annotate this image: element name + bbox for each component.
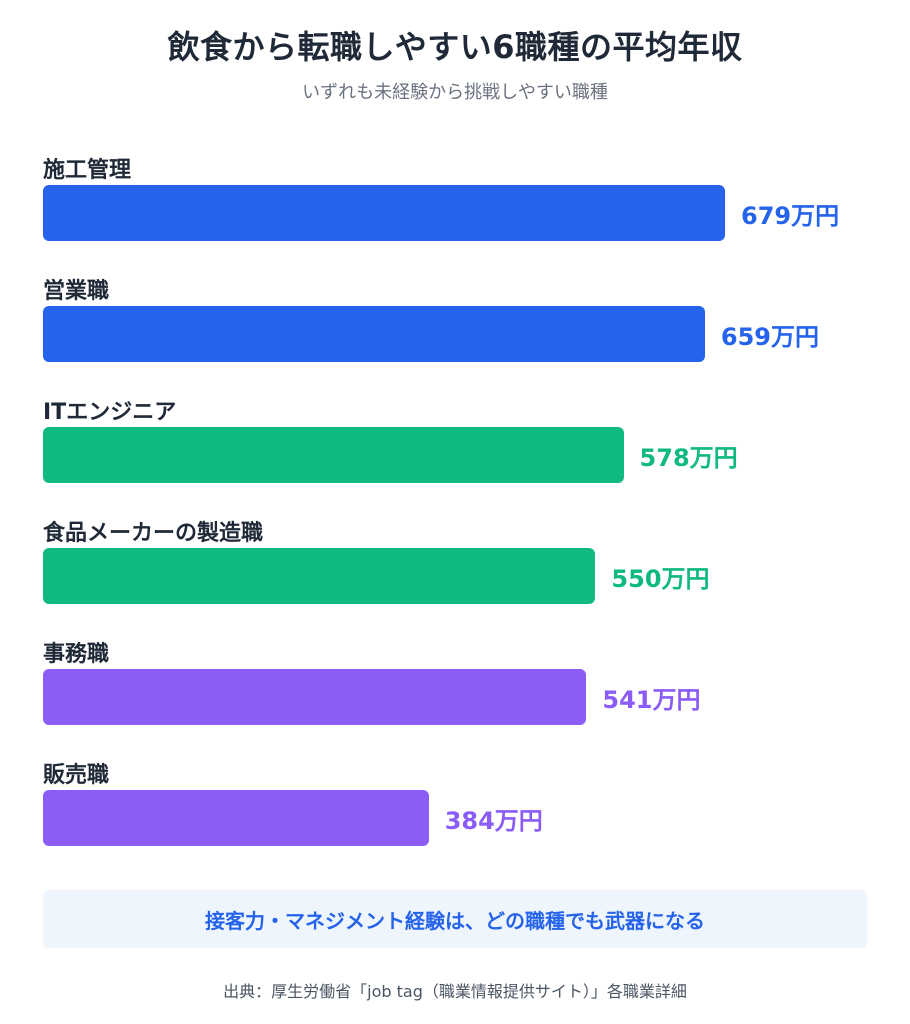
chart-row: 施工管理 679万円 xyxy=(0,152,910,272)
value-label: 541万円 xyxy=(602,686,701,714)
chart-title: 飲食から転職しやすい6職種の平均年収 xyxy=(167,28,743,66)
bar xyxy=(43,306,705,362)
chart-row: 営業職 659万円 xyxy=(0,273,910,393)
chart-subtitle: いずれも未経験から挑戦しやすい職種 xyxy=(302,82,608,103)
chart-row: 販売職 384万円 xyxy=(0,757,910,877)
bar xyxy=(43,185,725,241)
chart-row: 事務職 541万円 xyxy=(0,636,910,756)
bar xyxy=(43,427,624,483)
callout-text: 接客力・マネジメント経験は、どの職種でも武器になる xyxy=(205,908,705,933)
category-label: ITエンジニア xyxy=(43,400,177,425)
category-label: 施工管理 xyxy=(43,158,132,183)
category-label: 営業職 xyxy=(43,279,110,304)
category-label: 販売職 xyxy=(43,763,110,788)
value-label: 578万円 xyxy=(639,444,738,472)
bar xyxy=(43,790,429,846)
chart-row: 食品メーカーの製造職 550万円 xyxy=(0,515,910,635)
source-note: 出典：厚生労働省「job tag（職業情報提供サイト）」各職業詳細 xyxy=(223,982,687,1001)
category-label: 事務職 xyxy=(43,642,110,667)
chart-row: ITエンジニア 578万円 xyxy=(0,394,910,514)
value-label: 679万円 xyxy=(741,202,840,230)
category-label: 食品メーカーの製造職 xyxy=(43,521,264,546)
callout-box: 接客力・マネジメント経験は、どの職種でも武器になる xyxy=(43,890,867,948)
value-label: 550万円 xyxy=(611,565,710,593)
bar xyxy=(43,548,596,604)
bar xyxy=(43,669,587,725)
value-label: 384万円 xyxy=(444,807,543,835)
value-label: 659万円 xyxy=(720,323,820,351)
